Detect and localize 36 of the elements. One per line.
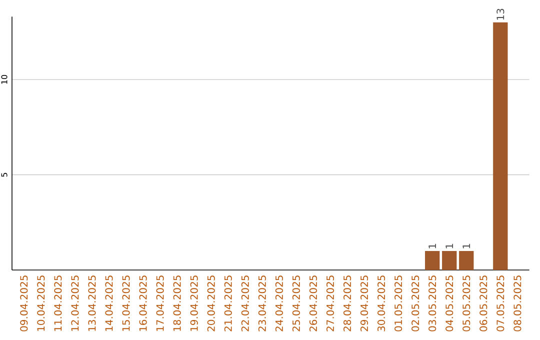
x-tick-label: 10.04.2025: [37, 276, 45, 331]
x-tick-label: 04.05.2025: [446, 276, 454, 332]
x-tick-label: 13.04.2025: [88, 276, 96, 331]
x-tick-label: 23.04.2025: [258, 276, 266, 332]
x-tick-label: 29.04.2025: [360, 276, 368, 332]
data-label: 13: [496, 8, 504, 20]
x-tick-label: 21.04.2025: [224, 276, 232, 332]
x-tick-label: 28.04.2025: [343, 276, 352, 332]
x-tick-label: 14.04.2025: [105, 276, 113, 331]
x-tick-label: 11.04.2025: [54, 276, 62, 331]
data-label: 1: [428, 244, 436, 248]
x-tick-label: 16.04.2025: [139, 276, 147, 331]
data-label: 1: [462, 244, 470, 248]
x-tick-label: 09.04.2025: [20, 276, 28, 332]
x-tick-label: 26.04.2025: [309, 276, 317, 332]
x-tick-label: 19.04.2025: [190, 276, 198, 331]
x-tick-label: 05.05.2025: [462, 276, 470, 332]
x-tick-label: 20.04.2025: [207, 276, 215, 332]
x-tick-label: 18.04.2025: [173, 276, 181, 331]
x-tick-label: 01.05.2025: [394, 276, 402, 332]
x-tick-label: 30.04.2025: [378, 276, 386, 332]
x-tick-label: 02.05.2025: [412, 276, 420, 332]
y-tick-label: 10: [1, 74, 8, 84]
x-tick-label: 22.04.2025: [241, 276, 249, 332]
x-tick-label: 15.04.2025: [122, 276, 130, 331]
x-tick-label: 06.05.2025: [480, 276, 488, 332]
x-tick-label: 27.04.2025: [326, 276, 334, 332]
x-tick-label: 24.04.2025: [275, 276, 283, 332]
x-tick-label: 25.04.2025: [292, 276, 300, 332]
x-tick-label: 12.04.2025: [71, 276, 79, 331]
x-tick-label: 08.05.2025: [514, 276, 522, 332]
y-tick-label: 5: [1, 172, 8, 177]
x-tick-label: 07.05.2025: [496, 276, 504, 332]
x-tick-label: 03.05.2025: [428, 276, 436, 332]
data-label: 1: [446, 244, 453, 248]
x-tick-label: 17.04.2025: [156, 276, 164, 331]
